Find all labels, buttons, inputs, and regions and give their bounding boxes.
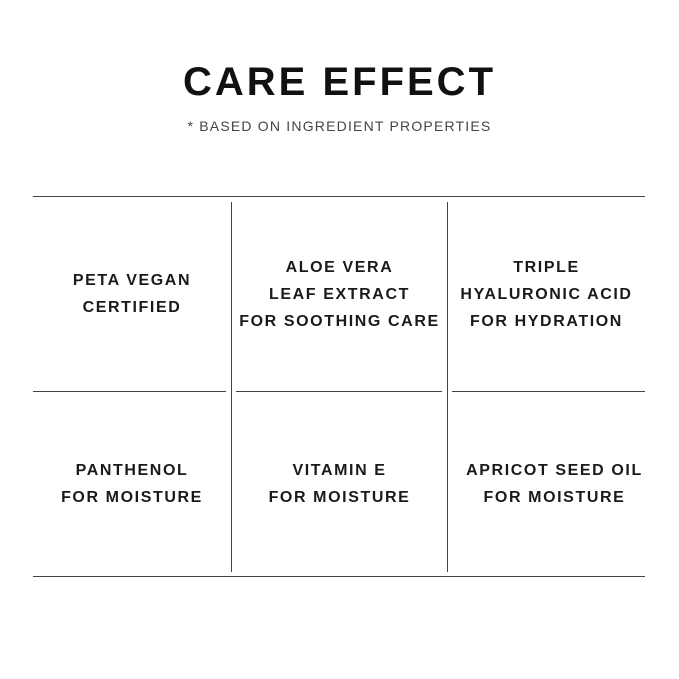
feature-line: TRIPLE	[513, 258, 580, 276]
feature-line: FOR MOISTURE	[268, 489, 411, 506]
feature-line: FOR MOISTURE	[61, 489, 203, 506]
feature-cell: PETA VEGAN CERTIFIED	[33, 197, 231, 391]
feature-line: FOR MOISTURE	[483, 489, 626, 506]
divider-bottom	[33, 576, 645, 577]
feature-line: HYALURONIC ACID	[460, 285, 633, 303]
feature-cell: TRIPLE HYALURONIC ACID FOR HYDRATION	[448, 197, 645, 391]
divider-middle-2	[236, 391, 442, 392]
feature-cell: APRICOT SEED OIL FOR MOISTURE	[448, 392, 661, 576]
feature-line: FOR SOOTHING CARE	[239, 312, 440, 330]
page-title: CARE EFFECT	[183, 60, 496, 104]
divider-vertical-2	[447, 202, 448, 572]
feature-line: FOR HYDRATION	[470, 312, 623, 330]
feature-line: ALOE VERA	[285, 258, 394, 276]
feature-line: VITAMIN E	[292, 462, 387, 479]
feature-line: PANTHENOL	[75, 462, 189, 479]
feature-line: APRICOT SEED OIL	[466, 462, 643, 479]
feature-line: PETA VEGAN	[72, 272, 192, 289]
feature-line: CERTIFIED	[82, 299, 182, 316]
page-subtitle: * BASED ON INGREDIENT PROPERTIES	[187, 118, 492, 134]
feature-cell: ALOE VERA LEAF EXTRACT FOR SOOTHING CARE	[232, 197, 447, 391]
divider-vertical-1	[231, 202, 232, 572]
feature-cell: VITAMIN E FOR MOISTURE	[232, 392, 447, 576]
feature-cell: PANTHENOL FOR MOISTURE	[33, 392, 231, 576]
divider-middle-3	[452, 391, 645, 392]
divider-middle-1	[33, 391, 226, 392]
divider-top	[33, 196, 645, 197]
feature-line: LEAF EXTRACT	[269, 285, 410, 303]
